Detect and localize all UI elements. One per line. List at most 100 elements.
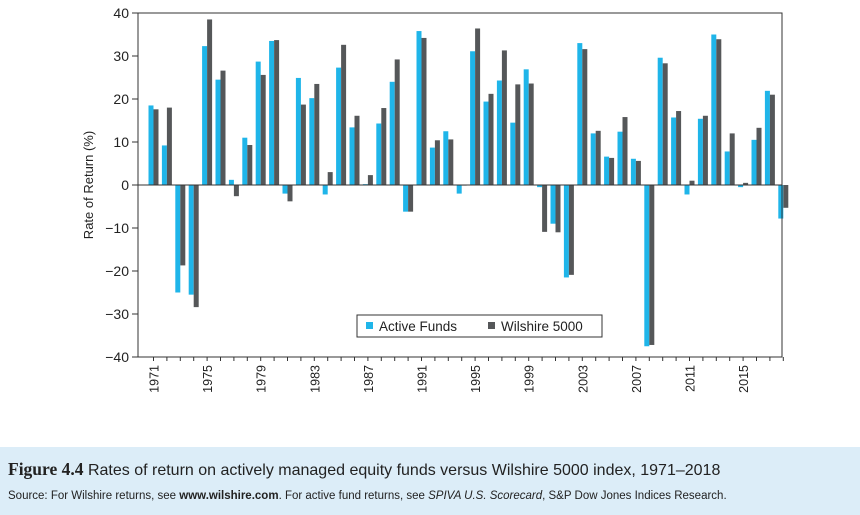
- x-tick-label-1987: 1987: [362, 365, 376, 393]
- y-axis-title: Rate of Return (%): [81, 131, 96, 239]
- bar-wilshire-5000-1976: [220, 70, 226, 185]
- legend-swatch-active-funds: [366, 322, 373, 329]
- bar-active-funds-2017: [764, 90, 770, 185]
- bar-active-funds-1995: [470, 51, 476, 185]
- bar-wilshire-5000-1979: [260, 74, 266, 185]
- bar-active-funds-1978: [242, 137, 248, 185]
- bar-wilshire-5000-2018: [783, 185, 789, 208]
- bar-active-funds-2006: [617, 131, 623, 185]
- bar-wilshire-5000-2015: [743, 182, 749, 185]
- bar-wilshire-5000-1987: [367, 175, 373, 185]
- bar-wilshire-5000-2010: [676, 111, 682, 185]
- bar-active-funds-1993: [443, 131, 449, 185]
- legend-swatch-wilshire-5000: [488, 322, 495, 329]
- bar-wilshire-5000-2009: [662, 63, 668, 186]
- bar-active-funds-1988: [376, 123, 382, 185]
- y-tick-label: −20: [105, 263, 129, 279]
- y-tick-label: 10: [113, 134, 129, 150]
- legend: Active Funds Wilshire 5000: [356, 314, 603, 338]
- bar-wilshire-5000-2016: [756, 127, 762, 185]
- bar-active-funds-1972: [161, 145, 167, 185]
- bar-wilshire-5000-1986: [354, 115, 360, 185]
- bar-active-funds-2011: [684, 185, 690, 195]
- source-publication: SPIVA U.S. Scorecard: [428, 490, 543, 502]
- figure-caption: Figure 4.4 Rates of return on actively m…: [0, 447, 860, 515]
- bar-wilshire-5000-2013: [716, 39, 722, 186]
- bar-wilshire-5000-2004: [595, 130, 601, 185]
- legend-label-active-funds: Active Funds: [379, 319, 457, 334]
- bar-active-funds-2010: [671, 117, 677, 185]
- bar-active-funds-1973: [175, 185, 181, 293]
- bar-active-funds-1974: [188, 185, 194, 295]
- bar-active-funds-1991: [416, 31, 422, 186]
- bar-wilshire-5000-2007: [635, 160, 641, 185]
- bar-wilshire-5000-1980: [274, 40, 280, 186]
- bar-wilshire-5000-2011: [689, 180, 695, 185]
- y-tick-label: 40: [113, 5, 129, 21]
- bar-active-funds-2002: [563, 185, 569, 278]
- x-axis: 1971 1975 1979 1983 1987 1991 1995 1999 2003 2007…: [148, 357, 784, 393]
- bar-wilshire-5000-1988: [381, 108, 387, 185]
- source-middle: . For active fund returns, see: [278, 490, 429, 502]
- bar-active-funds-1989: [389, 81, 395, 185]
- bar-active-funds-2013: [711, 34, 717, 185]
- bar-active-funds-1986: [349, 127, 355, 185]
- y-tick-label: 0: [121, 177, 129, 193]
- bar-active-funds-2001: [550, 185, 556, 224]
- bars-group: [148, 19, 789, 347]
- bar-wilshire-5000-2012: [702, 115, 708, 185]
- bar-active-funds-1998: [510, 122, 516, 185]
- y-tick-label: −40: [105, 349, 129, 365]
- bar-active-funds-2005: [604, 156, 610, 185]
- bar-wilshire-5000-1977: [233, 185, 239, 197]
- plot-frame: [137, 12, 783, 358]
- bar-active-funds-1992: [429, 147, 435, 185]
- x-tick-label-2011: 2011: [684, 365, 698, 392]
- bar-wilshire-5000-2005: [609, 157, 615, 185]
- bar-wilshire-5000-1996: [488, 93, 494, 185]
- x-tick-label-2015: 2015: [737, 365, 751, 393]
- bar-active-funds-2014: [724, 151, 730, 185]
- bar-active-funds-2008: [644, 185, 650, 347]
- bar-active-funds-1977: [228, 179, 234, 185]
- x-tick-label-2003: 2003: [576, 365, 590, 393]
- bar-wilshire-5000-1991: [421, 37, 427, 185]
- bar-wilshire-5000-1983: [314, 83, 320, 185]
- bar-wilshire-5000-1974: [193, 185, 199, 308]
- bar-active-funds-1971: [148, 105, 154, 185]
- bar-wilshire-5000-1997: [501, 50, 507, 185]
- bar-active-funds-1982: [295, 77, 301, 185]
- y-axis: −40 −30 −20 −10 0 10 20 30 40: [105, 5, 138, 365]
- bar-wilshire-5000-1982: [300, 104, 306, 185]
- bar-wilshire-5000-1981: [287, 185, 293, 202]
- x-tick-label-1971: 1971: [148, 365, 162, 393]
- bar-active-funds-1975: [202, 46, 208, 185]
- figure-title: Rates of return on actively managed equi…: [87, 462, 721, 479]
- bar-wilshire-5000-1995: [475, 28, 481, 186]
- bar-active-funds-1990: [403, 185, 409, 212]
- bar-active-funds-2012: [697, 118, 703, 185]
- x-tick-label-1999: 1999: [523, 365, 537, 393]
- x-tick-label-1991: 1991: [416, 365, 430, 393]
- x-tick-label-1975: 1975: [201, 365, 215, 393]
- y-tick-label: −30: [105, 306, 129, 322]
- bar-active-funds-1994: [456, 185, 462, 194]
- bar-active-funds-1996: [483, 101, 489, 185]
- bar-wilshire-5000-2017: [769, 94, 775, 185]
- bar-wilshire-5000-2006: [622, 117, 628, 185]
- bar-wilshire-5000-2008: [649, 185, 655, 345]
- bar-active-funds-1979: [255, 61, 261, 186]
- bar-wilshire-5000-1985: [341, 44, 347, 185]
- bar-active-funds-2016: [751, 139, 757, 185]
- y-tick-label: −10: [105, 220, 129, 236]
- bar-wilshire-5000-1971: [153, 109, 159, 185]
- chart-area: Rate of Return (%) −40 −30 −20 −10 0 10 20 30 40…: [81, 5, 789, 393]
- y-tick-label: 20: [113, 91, 129, 107]
- bar-active-funds-2004: [590, 133, 596, 185]
- x-tick-label-1995: 1995: [469, 365, 483, 393]
- bar-wilshire-5000-1989: [394, 59, 400, 185]
- bar-active-funds-1983: [309, 98, 315, 185]
- bar-active-funds-2000: [537, 185, 543, 188]
- bar-active-funds-1999: [523, 69, 529, 185]
- bar-wilshire-5000-1998: [515, 84, 521, 185]
